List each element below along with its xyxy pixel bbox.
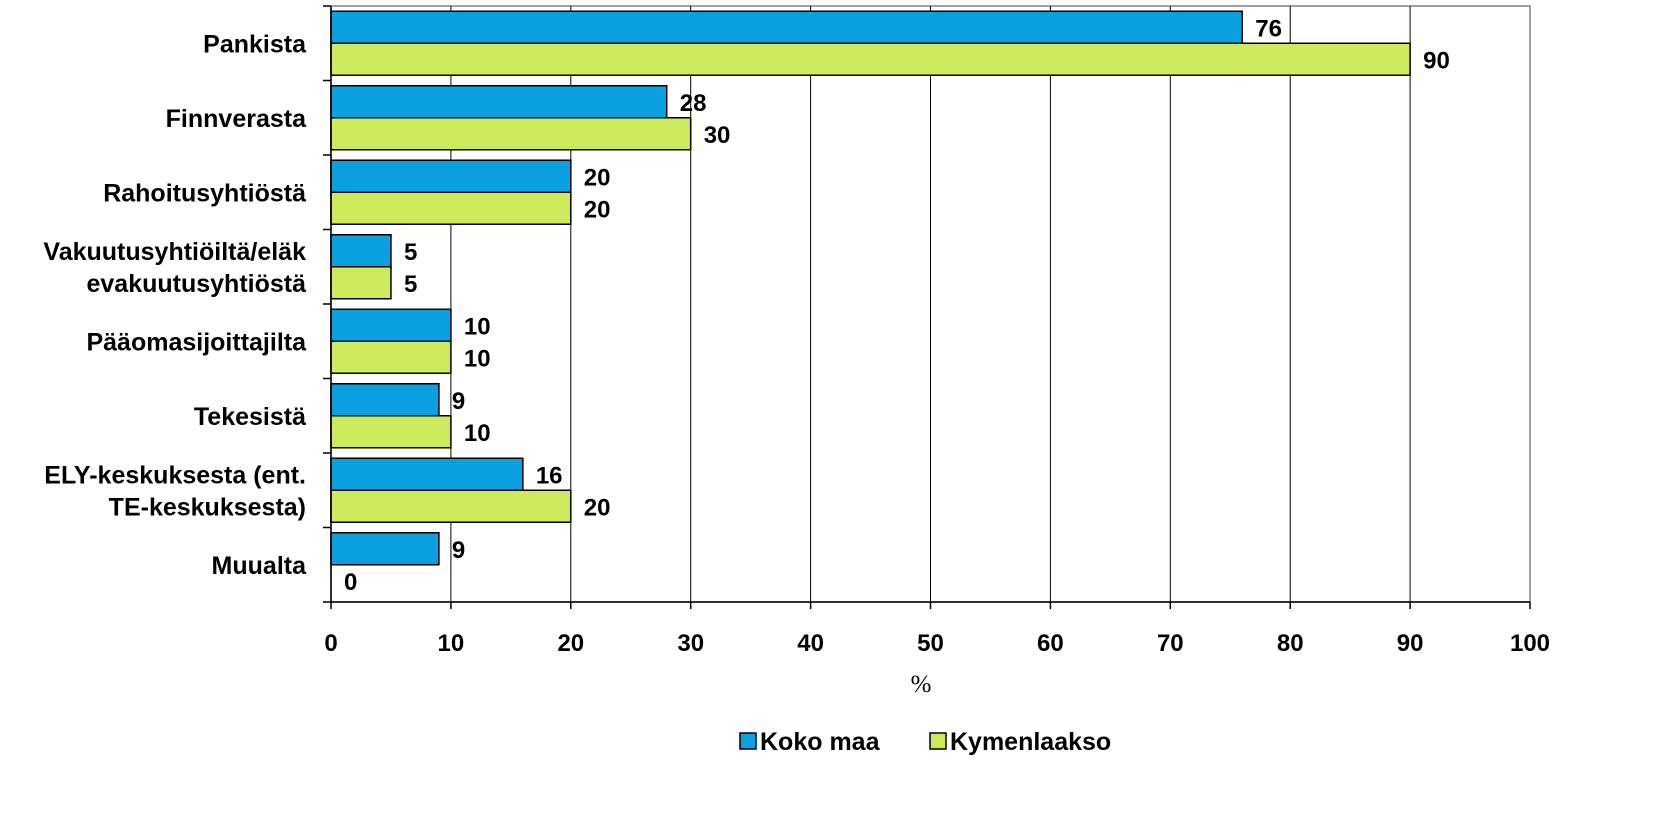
category-label-line: Muualta [212, 552, 308, 580]
data-label: 20 [584, 196, 611, 223]
legend-label: Kymenlaakso [950, 728, 1111, 756]
category-label: Tekesistä [194, 403, 306, 431]
bar [330, 532, 440, 566]
bar [330, 191, 572, 225]
legend-swatch [739, 732, 757, 750]
category-label: Vakuutusyhtiöiltä/eläk evakuutusyhtiöstä [43, 238, 306, 298]
data-label: 9 [452, 537, 465, 564]
x-tick-label: 50 [917, 630, 944, 657]
data-label: 10 [464, 420, 491, 447]
bars [330, 10, 1411, 566]
x-tick-label: 70 [1157, 630, 1184, 657]
category-label: ELY-keskuksesta (ent. TE-keskuksesta) [44, 461, 306, 521]
x-tick-label: 60 [1037, 630, 1064, 657]
category-labels: Pankista Finnverasta Rahoitusyhtiöstä Vakuu… [43, 30, 307, 580]
data-label: 9 [452, 388, 465, 415]
data-label: 5 [404, 239, 417, 266]
data-label: 20 [584, 164, 611, 191]
x-tick-label: 90 [1397, 630, 1424, 657]
legend-label: Koko maa [760, 728, 881, 756]
legend-swatch [929, 732, 947, 750]
bar [330, 85, 668, 119]
category-label-line: Pankista [203, 30, 307, 58]
category-label-line: Pääomasijoittajilta [86, 328, 307, 356]
x-tick-label: 20 [557, 630, 584, 657]
bar [330, 457, 524, 491]
category-label-line: Tekesistä [194, 403, 306, 431]
bar [330, 42, 1411, 76]
bar [330, 10, 1243, 44]
bar [330, 308, 452, 342]
category-label-line: TE-keskuksesta) [109, 493, 306, 521]
x-tick-label: 80 [1277, 630, 1304, 657]
data-label: 10 [464, 313, 491, 340]
category-label: Pääomasijoittajilta [86, 328, 307, 356]
data-label: 28 [680, 90, 707, 117]
x-tick-label: 10 [438, 630, 465, 657]
category-label-line: evakuutusyhtiöstä [86, 270, 306, 298]
bar [330, 234, 392, 268]
data-label: 20 [584, 494, 611, 521]
bar [330, 340, 452, 374]
x-tick-label: 40 [797, 630, 824, 657]
category-label-line: ELY-keskuksesta (ent. [44, 461, 306, 489]
x-tick-label: 0 [324, 630, 337, 657]
category-label: Rahoitusyhtiöstä [103, 179, 306, 207]
category-label-line: Vakuutusyhtiöiltä/eläk [43, 238, 306, 266]
data-label: 76 [1255, 15, 1282, 42]
bar [330, 266, 392, 300]
data-label: 0 [344, 569, 357, 596]
bar [330, 489, 572, 523]
axes [323, 5, 1531, 609]
x-tick-labels: 0 10 20 30 40 50 60 70 80 90 100 [324, 630, 1550, 657]
x-axis-title: % [911, 671, 932, 698]
data-label: 30 [704, 122, 731, 149]
bar [330, 383, 440, 417]
data-label: 16 [536, 462, 563, 489]
bar [330, 159, 572, 193]
x-tick-label: 30 [677, 630, 704, 657]
category-label: Pankista [203, 30, 307, 58]
category-label-line: Finnverasta [166, 105, 307, 133]
bar [330, 117, 692, 151]
category-label: Finnverasta [166, 105, 307, 133]
category-label-line: Rahoitusyhtiöstä [103, 179, 306, 207]
data-label: 90 [1423, 47, 1450, 74]
legend: Koko maa Kymenlaakso [739, 728, 1111, 756]
data-label: 10 [464, 345, 491, 372]
bar [330, 415, 452, 449]
x-tick-label: 100 [1510, 630, 1550, 657]
category-label: Muualta [212, 552, 308, 580]
data-label: 5 [404, 271, 417, 298]
